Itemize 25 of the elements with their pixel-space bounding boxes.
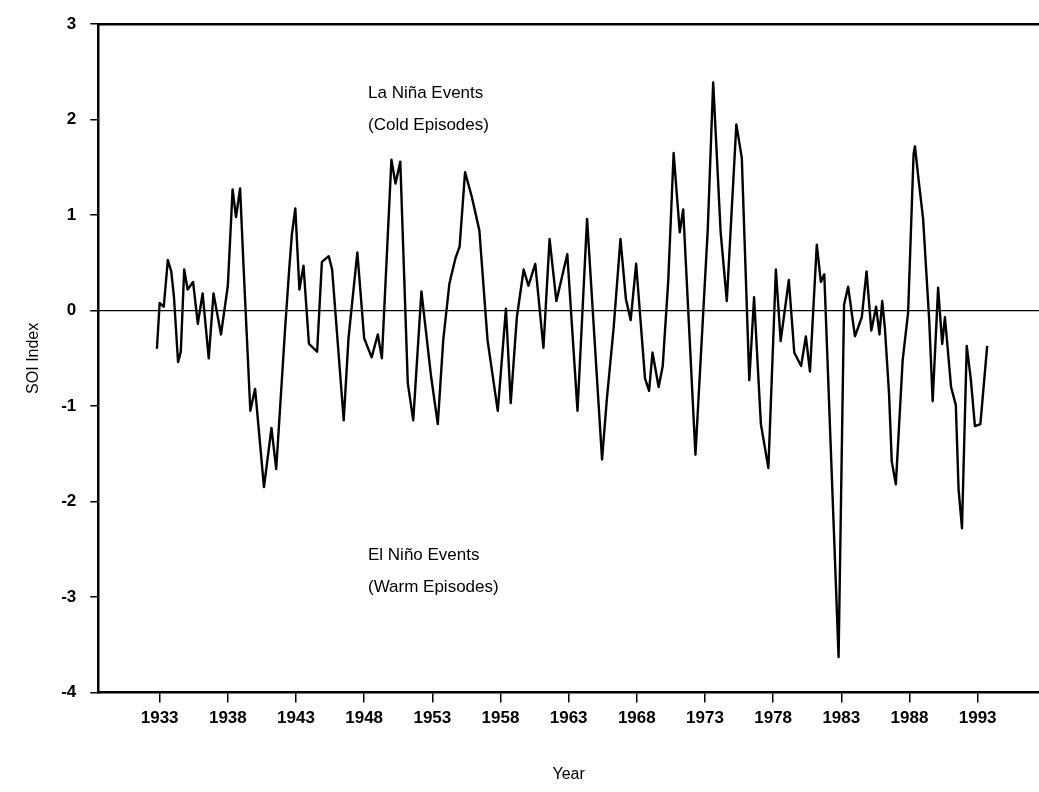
y-axis-title: SOI Index xyxy=(24,322,42,394)
x-axis-title: Year xyxy=(552,764,586,782)
y-tick-label: -2 xyxy=(61,491,77,511)
y-tick-label: -1 xyxy=(61,395,77,415)
x-tick-label: 1983 xyxy=(822,708,861,728)
x-tick-label: 1973 xyxy=(686,708,724,728)
x-tick-label: 1943 xyxy=(277,708,315,728)
y-tick-label: 1 xyxy=(66,204,77,224)
x-tick-label: 1938 xyxy=(208,708,247,728)
x-tick-label: 1993 xyxy=(958,708,997,728)
x-tick-label: 1963 xyxy=(549,708,588,728)
x-tick-label: 1968 xyxy=(617,708,656,728)
x-tick-label: 1988 xyxy=(890,708,929,728)
y-tick-label: -3 xyxy=(61,586,77,606)
y-tick-label: -4 xyxy=(61,682,77,702)
y-tick-label: 2 xyxy=(66,109,77,129)
x-tick-label: 1948 xyxy=(345,708,384,728)
x-tick-label: 1933 xyxy=(140,708,179,728)
annotation: El Niño Events (Warm Episodes) xyxy=(368,545,499,596)
x-tick-label: 1953 xyxy=(413,708,452,728)
y-tick-label: 0 xyxy=(66,300,77,320)
annotation: La Niña Events (Cold Episodes) xyxy=(368,83,489,134)
x-tick-label: 1978 xyxy=(754,708,793,728)
x-tick-label: 1958 xyxy=(481,708,520,728)
y-tick-label: 3 xyxy=(66,13,77,33)
